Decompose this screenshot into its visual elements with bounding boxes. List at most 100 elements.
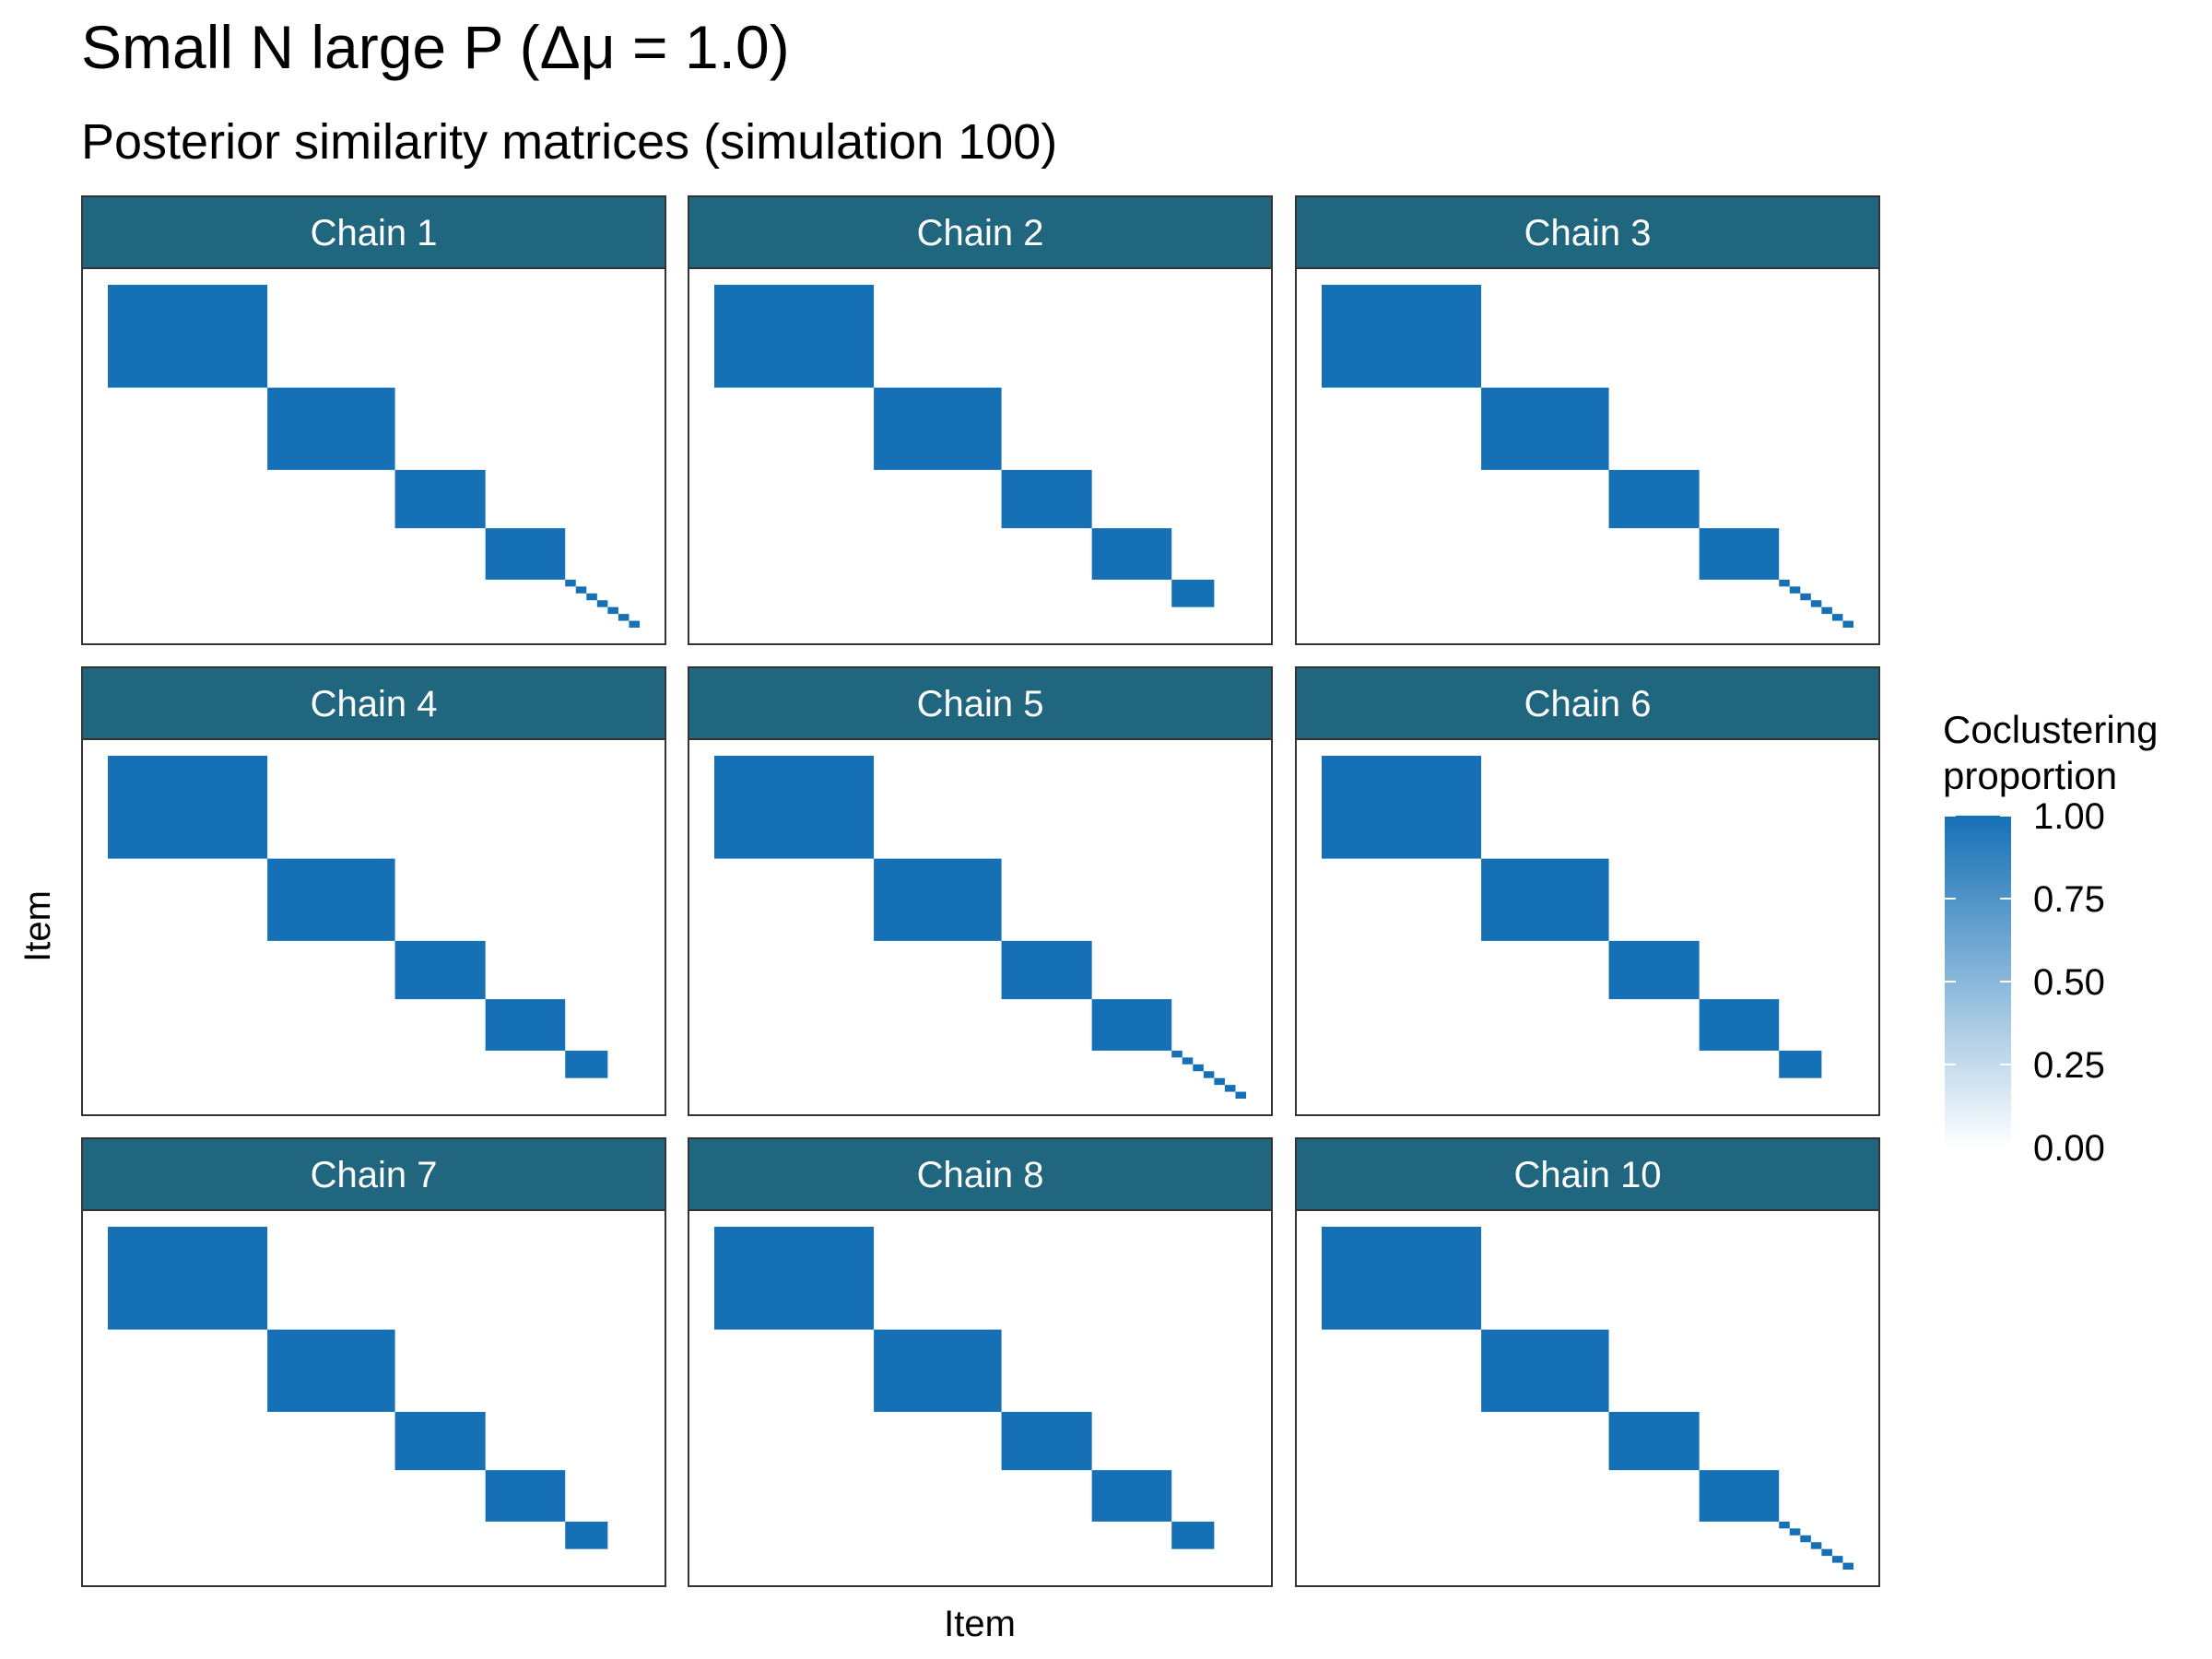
- heatmap-block: [714, 756, 875, 859]
- facet-panel: Chain 8: [688, 1137, 1273, 1587]
- legend-tick-label: 0.25: [2033, 1045, 2105, 1086]
- heatmap-block: [1203, 1071, 1215, 1078]
- heatmap-block: [565, 579, 576, 587]
- heatmap-block: [1800, 593, 1811, 601]
- legend-tick-label: 0.50: [2033, 962, 2105, 1003]
- heatmap-block: [267, 1329, 395, 1412]
- heatmap-block: [1608, 940, 1700, 1000]
- facet-panel: Chain 3: [1295, 195, 1880, 645]
- heatmap-block: [714, 285, 875, 388]
- facet-panel: Chain 7: [81, 1137, 666, 1587]
- heatmap-block: [1001, 1411, 1092, 1471]
- heatmap-block: [565, 1521, 608, 1549]
- heatmap-block: [575, 586, 587, 594]
- legend: Coclustering proportion 1.00 0.75 0.50 0.25…: [1943, 708, 2158, 1169]
- heatmap-block: [394, 469, 486, 529]
- heatmap-block: [1322, 756, 1482, 859]
- heatmap-block: [1831, 614, 1843, 621]
- heatmap-block: [565, 1050, 608, 1078]
- heatmap-block: [1322, 285, 1482, 388]
- facet-strip-label: Chain 4: [311, 684, 438, 724]
- heatmap-block: [1001, 469, 1092, 529]
- heatmap-block: [108, 756, 268, 859]
- facet-strip-label: Chain 8: [917, 1155, 1044, 1195]
- heatmap-block: [1779, 1521, 1790, 1529]
- legend-ticks: 1.00 0.75 0.50 0.25 0.00: [1945, 796, 2105, 1169]
- heatmap-block: [714, 1227, 875, 1330]
- heatmap-block: [1001, 940, 1092, 1000]
- heatmap-block: [1842, 620, 1853, 628]
- facet-panel: Chain 6: [1295, 666, 1880, 1116]
- x-axis-label: Item: [944, 1604, 1016, 1644]
- facet-panel: Chain 2: [688, 195, 1273, 645]
- heatmap-block: [1481, 387, 1609, 470]
- facet-strip-label: Chain 6: [1524, 684, 1652, 724]
- heatmap-block: [1789, 1528, 1801, 1535]
- heatmap-block: [1171, 1050, 1182, 1058]
- facet-strip: [688, 1137, 1273, 1211]
- chart-subtitle: Posterior similarity matrices (simulatio…: [81, 114, 1057, 170]
- legend-tick-label: 0.75: [2033, 879, 2105, 920]
- heatmap-block: [267, 387, 395, 470]
- heatmap-block: [1800, 1535, 1811, 1543]
- legend-title-line-1: Coclustering: [1943, 708, 2158, 751]
- heatmap-block: [1699, 999, 1780, 1051]
- heatmap-block: [1481, 1329, 1609, 1412]
- facet-strip-label: Chain 10: [1513, 1155, 1661, 1195]
- heatmap-block: [485, 999, 566, 1051]
- heatmap-block: [1779, 1050, 1822, 1078]
- heatmap-block: [1699, 528, 1780, 580]
- heatmap-block: [607, 606, 618, 615]
- heatmap-block: [108, 285, 268, 388]
- heatmap-block: [267, 858, 395, 941]
- heatmap-block: [629, 620, 640, 628]
- heatmap-block: [1608, 469, 1700, 529]
- heatmap-block: [1214, 1077, 1225, 1086]
- heatmap-block: [1608, 1411, 1700, 1471]
- heatmap-block: [1091, 999, 1172, 1051]
- heatmap-block: [1810, 1542, 1822, 1549]
- facet-panel: Chain 4: [81, 666, 666, 1116]
- facet-strip: [81, 195, 666, 269]
- facet-strip-label: Chain 2: [917, 213, 1044, 253]
- legend-tick-label: 0.00: [2033, 1128, 2105, 1169]
- heatmap-block: [1193, 1064, 1204, 1072]
- heatmap-block: [874, 858, 1002, 941]
- heatmap-block: [1810, 600, 1822, 607]
- heatmap-block: [1322, 1227, 1482, 1330]
- legend-tick-label: 1.00: [2033, 796, 2105, 837]
- heatmap-block: [1235, 1091, 1246, 1099]
- facet-panels: Chain 1 Chain 2 Chain 3 Chain 4 Chain 5 Chain…: [81, 195, 1880, 1587]
- y-axis-label: Item: [18, 890, 58, 962]
- facet-strip-label: Chain 1: [311, 213, 438, 253]
- heatmap-block: [1789, 586, 1801, 594]
- facet-strip-label: Chain 7: [311, 1155, 438, 1195]
- heatmap-block: [1224, 1085, 1236, 1092]
- heatmap-block: [874, 1329, 1002, 1412]
- heatmap-block: [485, 528, 566, 580]
- facet-strip-label: Chain 5: [917, 684, 1044, 724]
- heatmap-block: [485, 1470, 566, 1522]
- heatmap-block: [1171, 579, 1215, 607]
- facet-strip: [1295, 1137, 1880, 1211]
- heatmap-block: [618, 614, 629, 621]
- facet-strip: [688, 195, 1273, 269]
- heatmap-block: [586, 593, 597, 601]
- heatmap-block: [1779, 579, 1790, 587]
- heatmap-block: [874, 387, 1002, 470]
- chart-title: Small N large P (Δμ = 1.0): [81, 13, 790, 81]
- facet-panel: Chain 1: [81, 195, 666, 645]
- legend-title-line-2: proportion: [1943, 754, 2117, 797]
- heatmap-block: [1842, 1562, 1853, 1570]
- facet-strip: [1295, 666, 1880, 740]
- heatmap-block: [1699, 1470, 1780, 1522]
- heatmap-block: [1821, 606, 1832, 615]
- heatmap-block: [596, 600, 608, 607]
- heatmap-block: [108, 1227, 268, 1330]
- heatmap-block: [1481, 858, 1609, 941]
- facet-strip-label: Chain 3: [1524, 213, 1652, 253]
- heatmap-block: [1831, 1556, 1843, 1563]
- heatmap-block: [1821, 1548, 1832, 1557]
- heatmap-block: [1182, 1057, 1194, 1065]
